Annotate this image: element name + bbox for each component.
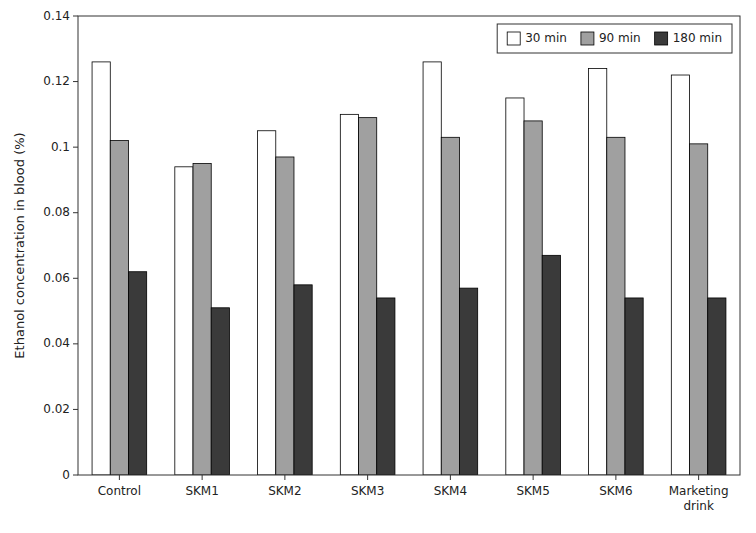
- bar: [92, 62, 110, 475]
- x-tick-label-line: SKM2: [268, 484, 301, 498]
- x-tick-label: Marketingdrink: [669, 484, 729, 513]
- y-tick: [73, 343, 78, 344]
- x-tick: [615, 475, 616, 480]
- x-tick-label: SKM2: [268, 484, 301, 498]
- chart-container: 0 0.02 0.04 0.06 0.08 0.1 0.12 0.14 Control SKM1 S…: [0, 0, 756, 533]
- x-tick: [119, 475, 120, 480]
- bar: [690, 144, 708, 475]
- y-tick-label: 0.14: [43, 9, 70, 23]
- bar: [589, 68, 607, 475]
- bar: [441, 137, 459, 475]
- legend-label: 90 min: [599, 31, 641, 45]
- y-tick: [73, 278, 78, 279]
- x-tick-label: SKM5: [516, 484, 549, 498]
- x-tick-label: SKM6: [599, 484, 632, 498]
- x-tick: [284, 475, 285, 480]
- legend: 30 min 90 min 180 min: [497, 24, 732, 53]
- x-tick-label-line: SKM5: [516, 484, 549, 498]
- bar: [193, 164, 211, 475]
- bar: [359, 118, 377, 475]
- y-tick-label: 0.06: [43, 271, 70, 285]
- bar: [340, 114, 358, 475]
- y-tick: [73, 212, 78, 213]
- y-tick-label: 0.08: [43, 205, 70, 219]
- bar: [128, 272, 146, 475]
- legend-swatch: [581, 32, 594, 45]
- x-tick-label: SKM1: [185, 484, 218, 498]
- bar: [625, 298, 643, 475]
- bar: [459, 288, 477, 475]
- x-tick-label-line: SKM1: [185, 484, 218, 498]
- legend-box: [497, 24, 732, 53]
- bar: [542, 255, 560, 475]
- x-tick: [533, 475, 534, 480]
- legend-swatch: [655, 32, 668, 45]
- bar: [607, 137, 625, 475]
- bar: [276, 157, 294, 475]
- bar: [506, 98, 524, 475]
- bar: [211, 308, 229, 475]
- bar: [708, 298, 726, 475]
- y-tick-label: 0.12: [43, 74, 70, 88]
- y-tick-label: 0: [62, 468, 70, 482]
- x-tick: [202, 475, 203, 480]
- bar: [377, 298, 395, 475]
- bar: [294, 285, 312, 475]
- bar: [423, 62, 441, 475]
- background: [0, 0, 756, 533]
- y-tick: [73, 16, 78, 17]
- y-tick-label: 0.1: [51, 140, 70, 154]
- bar: [175, 167, 193, 475]
- legend-label: 180 min: [673, 31, 722, 45]
- chart: 0 0.02 0.04 0.06 0.08 0.1 0.12 0.14 Control SKM1 S…: [0, 0, 756, 533]
- y-tick: [73, 147, 78, 148]
- bar: [110, 141, 128, 475]
- y-tick: [73, 81, 78, 82]
- x-tick-label-line: Control: [98, 484, 141, 498]
- plot-frame: [78, 16, 740, 475]
- y-tick: [73, 475, 78, 476]
- bar: [671, 75, 689, 475]
- legend-label: 30 min: [525, 31, 567, 45]
- x-tick-label: Control: [98, 484, 141, 498]
- x-tick-label: SKM3: [351, 484, 384, 498]
- bar: [258, 131, 276, 475]
- bars: [92, 62, 726, 475]
- x-tick: [698, 475, 699, 480]
- y-tick: [73, 409, 78, 410]
- x-tick-label-line: SKM4: [434, 484, 467, 498]
- legend-swatch: [507, 32, 520, 45]
- x-tick: [450, 475, 451, 480]
- y-axis-label: Ethanol concentration in blood (%): [12, 132, 27, 358]
- x-tick-label-line: drink: [683, 499, 713, 513]
- x-tick-label-line: SKM6: [599, 484, 632, 498]
- y-tick-label: 0.04: [43, 336, 70, 350]
- y-tick-label: 0.02: [43, 402, 70, 416]
- x-tick-label: SKM4: [434, 484, 467, 498]
- x-tick: [367, 475, 368, 480]
- x-tick-label-line: Marketing: [669, 484, 729, 498]
- bar: [524, 121, 542, 475]
- x-tick-label-line: SKM3: [351, 484, 384, 498]
